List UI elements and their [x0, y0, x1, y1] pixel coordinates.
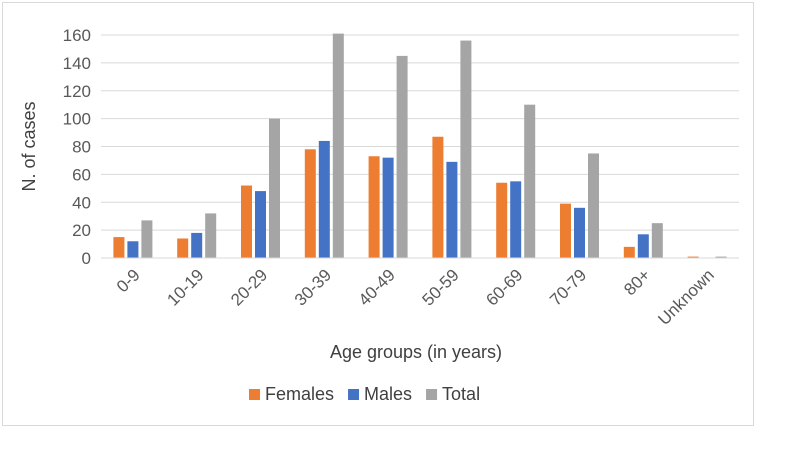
- x-axis-title: Age groups (in years): [330, 342, 502, 362]
- chart-frame: 0 20 40 60 80 100 120 140 160 0-9 10-19 20-29 30-39…: [2, 2, 754, 426]
- y-axis-ticks: 0 20 40 60 80 100 120 140 160: [63, 26, 91, 268]
- x-tick-label: 0-9: [113, 265, 144, 296]
- legend-swatch-females: [249, 389, 260, 400]
- bar-total-60-69: [524, 105, 535, 258]
- bar-females-0-9: [113, 237, 124, 258]
- x-tick-label: 70-79: [546, 265, 590, 309]
- bar-females-20-29: [241, 186, 252, 258]
- bar-females-30-39: [305, 149, 316, 258]
- x-axis-ticks: 0-9 10-19 20-29 30-39 40-49 50-59 60-69 70-79 80…: [113, 265, 718, 329]
- bar-total-30-39: [333, 34, 344, 258]
- x-tick-label: 50-59: [419, 265, 463, 309]
- bar-chart: 0 20 40 60 80 100 120 140 160 0-9 10-19 20-29 30-39…: [3, 3, 755, 427]
- y-tick-label: 40: [72, 193, 91, 212]
- bar-males-30-39: [319, 141, 330, 258]
- bars: [113, 34, 726, 258]
- y-axis-title: N. of cases: [19, 101, 39, 191]
- bar-females-80+: [624, 247, 635, 258]
- y-tick-label: 140: [63, 54, 91, 73]
- x-tick-label: 20-29: [227, 265, 271, 309]
- bar-males-60-69: [510, 181, 521, 258]
- legend-label-total: Total: [442, 384, 480, 404]
- bar-females-60-69: [496, 183, 507, 258]
- bar-males-20-29: [255, 191, 266, 258]
- legend-label-males: Males: [364, 384, 412, 404]
- bar-total-0-9: [141, 220, 152, 258]
- legend-swatch-total: [426, 389, 437, 400]
- y-tick-label: 80: [72, 138, 91, 157]
- gridlines: [101, 35, 739, 230]
- x-tick-label: 60-69: [482, 265, 526, 309]
- bar-total-50-59: [460, 41, 471, 258]
- y-tick-label: 160: [63, 26, 91, 45]
- bar-total-10-19: [205, 213, 216, 258]
- y-tick-label: 0: [82, 249, 91, 268]
- y-tick-label: 100: [63, 110, 91, 129]
- x-tick-label: 40-49: [355, 265, 399, 309]
- x-tick-label: 10-19: [163, 265, 207, 309]
- bar-males-50-59: [446, 162, 457, 258]
- bar-total-70-79: [588, 153, 599, 258]
- bar-total-80+: [652, 223, 663, 258]
- bar-females-10-19: [177, 238, 188, 258]
- bar-females-50-59: [432, 137, 443, 258]
- y-tick-label: 60: [72, 165, 91, 184]
- y-tick-label: 120: [63, 82, 91, 101]
- bar-males-0-9: [127, 241, 138, 258]
- y-tick-label: 20: [72, 221, 91, 240]
- bar-males-10-19: [191, 233, 202, 258]
- bar-males-80+: [638, 234, 649, 258]
- bar-males-40-49: [383, 158, 394, 258]
- x-tick-label: 80+: [620, 265, 654, 299]
- bar-total-20-29: [269, 119, 280, 258]
- x-tick-label: Unknown: [654, 265, 718, 329]
- bar-total-40-49: [397, 56, 408, 258]
- x-tick-label: 30-39: [291, 265, 335, 309]
- bar-females-40-49: [369, 156, 380, 258]
- legend-label-females: Females: [265, 384, 334, 404]
- legend-swatch-males: [348, 389, 359, 400]
- bar-males-70-79: [574, 208, 585, 258]
- bar-females-70-79: [560, 204, 571, 258]
- legend: Females Males Total: [249, 384, 480, 404]
